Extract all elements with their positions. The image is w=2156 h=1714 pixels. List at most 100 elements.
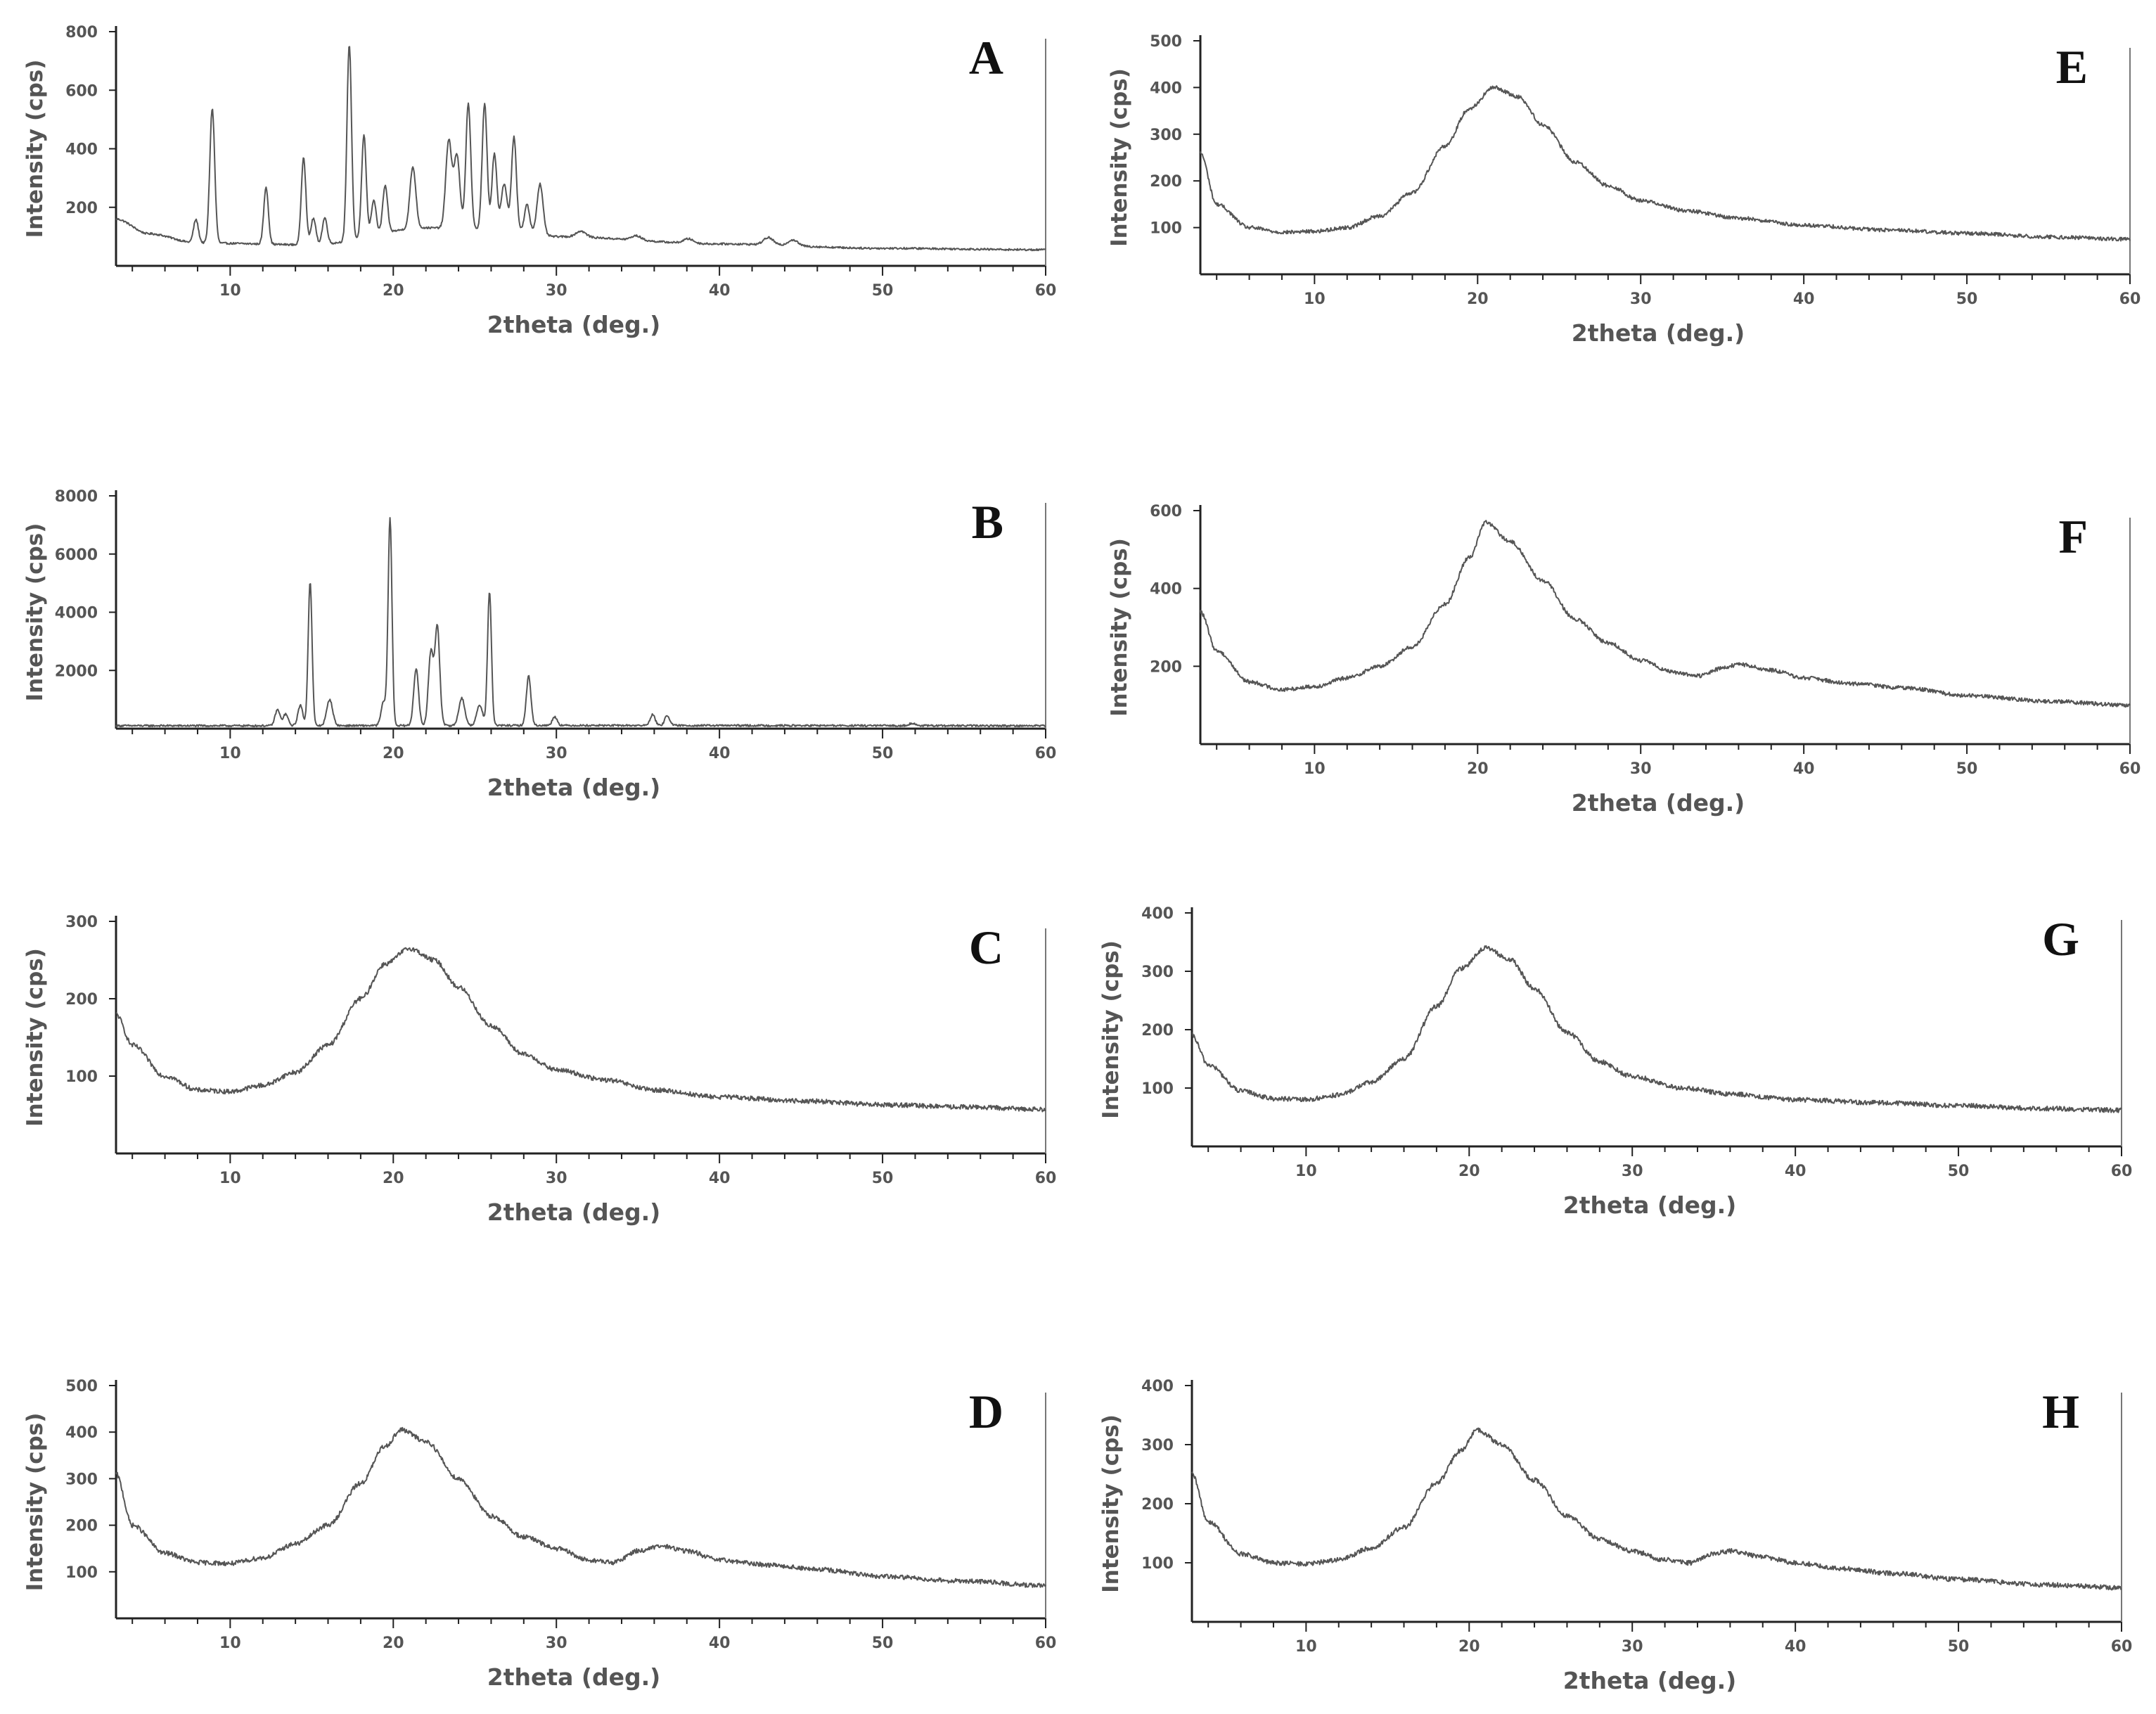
y-tick-label: 400	[65, 1424, 98, 1442]
x-tick-label: 30	[1622, 1163, 1643, 1180]
x-tick-label: 50	[1948, 1163, 1970, 1180]
x-tick-label: 30	[546, 745, 567, 762]
x-tick-label: 50	[1956, 760, 1978, 778]
x-tick-label: 20	[383, 745, 404, 762]
x-tick-label: 20	[1458, 1638, 1480, 1656]
x-tick-label: 60	[2111, 1163, 2133, 1180]
y-tick-label: 200	[1150, 658, 1182, 676]
x-tick-label: 20	[1458, 1163, 1480, 1180]
x-tick-label: 60	[1035, 745, 1057, 762]
x-tick-label: 60	[2111, 1638, 2133, 1656]
y-axis-title: Intensity (cps)	[1098, 940, 1124, 1119]
x-tick-label: 40	[709, 1635, 731, 1652]
y-tick-label: 500	[1150, 33, 1182, 51]
y-tick-label: 200	[65, 1518, 98, 1535]
y-tick-label: 300	[65, 914, 98, 931]
y-tick-label: 100	[1150, 220, 1182, 238]
x-tick-label: 20	[1467, 290, 1489, 308]
y-tick-label: 8000	[55, 488, 98, 506]
x-tick-label: 40	[1785, 1163, 1807, 1180]
y-tick-label: 300	[1141, 1437, 1174, 1454]
x-tick-label: 40	[1785, 1638, 1807, 1656]
y-tick-label: 200	[65, 991, 98, 1009]
x-tick-label: 60	[2119, 290, 2141, 308]
y-tick-label: 400	[65, 141, 98, 159]
panel-label: D	[969, 1385, 1003, 1438]
x-tick-label: 30	[1630, 290, 1652, 308]
x-axis-title: 2theta (deg.)	[1563, 1667, 1736, 1694]
x-tick-label: 20	[383, 1170, 404, 1187]
x-tick-label: 10	[219, 282, 241, 300]
x-tick-label: 30	[546, 282, 567, 300]
x-tick-label: 10	[219, 1635, 241, 1652]
x-tick-label: 50	[872, 745, 894, 762]
x-tick-label: 10	[1304, 290, 1326, 308]
x-tick-label: 50	[872, 1170, 894, 1187]
x-axis-title: 2theta (deg.)	[1563, 1191, 1736, 1219]
y-tick-label: 200	[65, 200, 98, 217]
x-tick-label: 10	[1295, 1638, 1317, 1656]
y-axis-title: Intensity (cps)	[23, 948, 48, 1127]
y-tick-label: 400	[1150, 581, 1182, 599]
y-axis-title: Intensity (cps)	[23, 60, 48, 238]
x-tick-label: 50	[872, 282, 894, 300]
y-tick-label: 100	[65, 1564, 98, 1582]
x-tick-label: 10	[219, 745, 241, 762]
x-axis-title: 2theta (deg.)	[487, 1198, 660, 1226]
y-axis-title: Intensity (cps)	[1098, 1414, 1124, 1593]
y-tick-label: 100	[1141, 1080, 1174, 1098]
panel-h: 10 20 30 40 50 60 100 200 300 400 2theta (deg.) Int…	[1098, 1378, 2132, 1694]
y-axis-title: Intensity (cps)	[23, 1413, 48, 1592]
x-tick-label: 40	[709, 745, 731, 762]
y-tick-label: 300	[1141, 964, 1174, 981]
x-tick-label: 30	[546, 1635, 567, 1652]
x-tick-label: 20	[383, 1635, 404, 1652]
panel-a: 10 20 30 40 50 60 200 400 600 800 2theta (deg.) Int…	[23, 24, 1056, 338]
panel-g: 10 20 30 40 50 60 100 200 300 400 2theta (deg.) Int…	[1098, 905, 2132, 1219]
x-tick-label: 60	[1035, 1170, 1057, 1187]
panel-label: H	[2042, 1385, 2079, 1438]
panel-e: 10 20 30 40 50 60 100 200 300 400 500 2theta (deg.)…	[1107, 33, 2141, 347]
y-tick-label: 400	[1150, 79, 1182, 97]
xrd-series-c	[115, 947, 1046, 1113]
y-axis-title: Intensity (cps)	[1107, 538, 1132, 717]
x-tick-label: 10	[1295, 1163, 1317, 1180]
x-tick-label: 30	[1630, 760, 1652, 778]
y-axis-title: Intensity (cps)	[23, 523, 48, 702]
x-tick-label: 10	[219, 1170, 241, 1187]
y-tick-label: 100	[1141, 1555, 1174, 1573]
x-tick-label: 40	[1793, 760, 1815, 778]
panel-d: 10 20 30 40 50 60 100 200 300 400 500 2theta (deg.)…	[23, 1378, 1056, 1691]
panel-f: 10 20 30 40 50 60 200 400 600 2theta (deg.) Intens…	[1107, 503, 2141, 817]
y-tick-label: 800	[65, 24, 98, 41]
x-tick-label: 40	[709, 282, 731, 300]
panel-label: A	[969, 31, 1003, 84]
y-tick-label: 2000	[55, 663, 98, 680]
y-tick-label: 6000	[55, 546, 98, 564]
y-tick-label: 500	[65, 1378, 98, 1395]
x-tick-label: 30	[546, 1170, 567, 1187]
panel-label: E	[2056, 40, 2088, 94]
y-tick-label: 300	[65, 1471, 98, 1488]
panel-label: F	[2058, 510, 2088, 563]
y-tick-label: 200	[1141, 1022, 1174, 1040]
y-tick-label: 400	[1141, 905, 1174, 923]
panel-c: 10 20 30 40 50 60 100 200 300 2theta (deg.) Intens…	[23, 914, 1056, 1226]
y-tick-label: 300	[1150, 127, 1182, 144]
y-tick-label: 600	[65, 82, 98, 100]
x-tick-label: 60	[1035, 1635, 1057, 1652]
x-tick-label: 40	[709, 1170, 731, 1187]
x-tick-label: 50	[1948, 1638, 1970, 1656]
x-axis-title: 2theta (deg.)	[487, 774, 660, 801]
x-tick-label: 60	[2119, 760, 2141, 778]
xrd-series-a	[115, 46, 1046, 252]
x-axis-title: 2theta (deg.)	[487, 311, 660, 338]
y-tick-label: 4000	[55, 605, 98, 622]
x-tick-label: 20	[383, 282, 404, 300]
y-tick-label: 200	[1141, 1496, 1174, 1514]
x-axis-title: 2theta (deg.)	[487, 1663, 660, 1691]
x-axis-title: 2theta (deg.)	[1572, 789, 1745, 817]
xrd-series-d	[115, 1426, 1046, 1588]
x-tick-label: 50	[1956, 290, 1978, 308]
